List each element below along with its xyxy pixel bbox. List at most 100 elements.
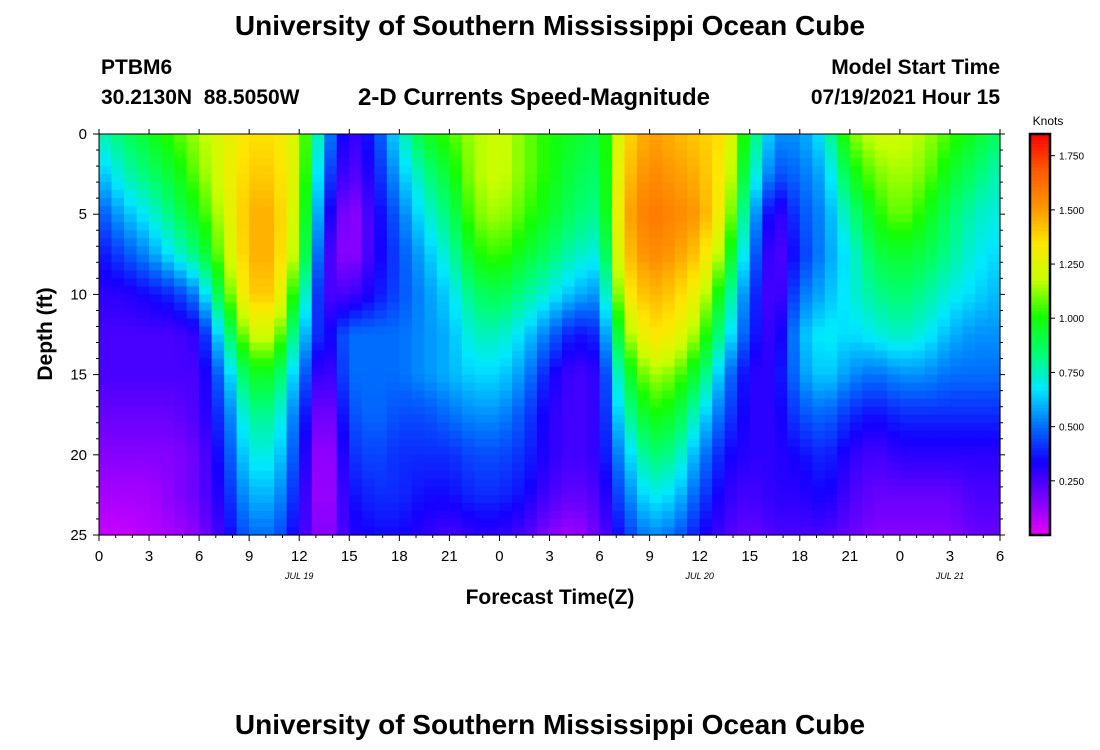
heatmap-cell <box>749 486 763 496</box>
heatmap-cell <box>862 310 876 320</box>
heatmap-cell <box>461 470 476 480</box>
heatmap-cell <box>924 518 939 528</box>
heatmap-cell <box>737 358 751 368</box>
heatmap-cell <box>461 214 476 223</box>
heatmap-cell <box>674 262 688 271</box>
heatmap-cell <box>436 142 450 151</box>
colorbar-tick-label: 1.500 <box>1059 206 1084 217</box>
heatmap-cell <box>174 502 188 512</box>
heatmap-cell <box>436 438 450 448</box>
heatmap-cell <box>949 398 964 408</box>
heatmap-cell <box>837 454 851 464</box>
heatmap-cell <box>386 206 400 215</box>
heatmap-cell <box>236 350 250 360</box>
heatmap-cell <box>674 270 688 279</box>
heatmap-cell <box>737 494 751 504</box>
heatmap-cell <box>474 398 488 408</box>
heatmap-cell <box>662 374 676 384</box>
heatmap-cell <box>749 454 763 464</box>
heatmap-cell <box>899 262 913 271</box>
heatmap-cell <box>724 310 738 320</box>
heatmap-cell <box>236 486 250 496</box>
heatmap-cell <box>774 286 788 295</box>
heatmap-cell <box>286 494 300 504</box>
heatmap-cell <box>724 238 738 247</box>
heatmap-cell <box>299 438 313 448</box>
heatmap-cell <box>849 446 863 456</box>
heatmap-cell <box>386 286 400 295</box>
heatmap-cell <box>324 214 338 223</box>
heatmap-cell <box>361 438 375 448</box>
heatmap-cell <box>687 342 701 352</box>
heatmap-cell <box>436 182 450 191</box>
heatmap-cell <box>612 398 626 408</box>
heatmap-cell <box>612 190 626 199</box>
heatmap-cell <box>899 462 913 472</box>
heatmap-cell <box>286 406 300 416</box>
heatmap-cell <box>486 430 501 440</box>
heatmap-cell <box>374 302 388 312</box>
heatmap-cell <box>837 134 851 143</box>
heatmap-cell <box>511 374 526 384</box>
heatmap-cell <box>111 206 125 215</box>
heatmap-cell <box>912 478 926 488</box>
heatmap-cell <box>724 222 738 231</box>
heatmap-cell <box>386 214 400 223</box>
heatmap-cell <box>124 334 138 344</box>
heatmap-cell <box>536 318 551 328</box>
heatmap-cell <box>161 502 175 512</box>
heatmap-cell <box>449 430 463 440</box>
heatmap-cell <box>199 182 213 191</box>
heatmap-cell <box>499 518 513 528</box>
heatmap-cell <box>136 406 150 416</box>
heatmap-cell <box>849 134 863 143</box>
heatmap-cell <box>737 382 751 392</box>
heatmap-cell <box>524 366 538 376</box>
heatmap-cell <box>186 270 200 279</box>
heatmap-cell <box>311 190 325 199</box>
heatmap-cell <box>987 438 1001 448</box>
heatmap-cell <box>599 446 613 456</box>
heatmap-cell <box>737 510 751 520</box>
heatmap-cell <box>574 374 588 384</box>
heatmap-cell <box>724 246 738 255</box>
heatmap-cell <box>274 486 288 496</box>
colorbar-swatch <box>1030 277 1050 282</box>
heatmap-cell <box>211 150 225 159</box>
heatmap-cell <box>887 198 901 207</box>
heatmap-cell <box>974 294 989 304</box>
colorbar-frame <box>1028 132 1052 537</box>
heatmap-cell <box>136 134 150 143</box>
heatmap-cell <box>749 510 763 520</box>
heatmap-cell <box>562 238 576 247</box>
heatmap-cell <box>411 262 425 271</box>
heatmap-cell <box>99 390 113 400</box>
heatmap-cell <box>949 302 964 312</box>
heatmap-cell <box>737 318 751 328</box>
heatmap-cell <box>424 134 438 143</box>
heatmap-cell <box>274 398 288 408</box>
heatmap-cell <box>111 286 125 295</box>
heatmap-cell <box>874 150 888 159</box>
heatmap-cell <box>787 438 801 448</box>
heatmap-cell <box>249 390 263 400</box>
heatmap-cell <box>787 318 801 328</box>
heatmap-cell <box>311 510 325 520</box>
heatmap-cell <box>899 390 913 400</box>
heatmap-cell <box>411 254 425 263</box>
heatmap-cell <box>136 470 150 480</box>
heatmap-cell <box>124 374 138 384</box>
heatmap-cell <box>687 518 701 528</box>
heatmap-cell <box>136 438 150 448</box>
heatmap-cell <box>712 478 726 488</box>
heatmap-cell <box>211 446 225 456</box>
heatmap-cell <box>511 454 526 464</box>
heatmap-cell <box>424 254 438 263</box>
heatmap-cell <box>274 366 288 376</box>
heatmap-cell <box>324 414 338 424</box>
colorbar-swatch <box>1030 531 1050 536</box>
heatmap-cell <box>862 318 876 328</box>
heatmap-cell <box>374 278 388 287</box>
heatmap-cell <box>824 342 838 352</box>
heatmap-cell <box>461 342 476 352</box>
